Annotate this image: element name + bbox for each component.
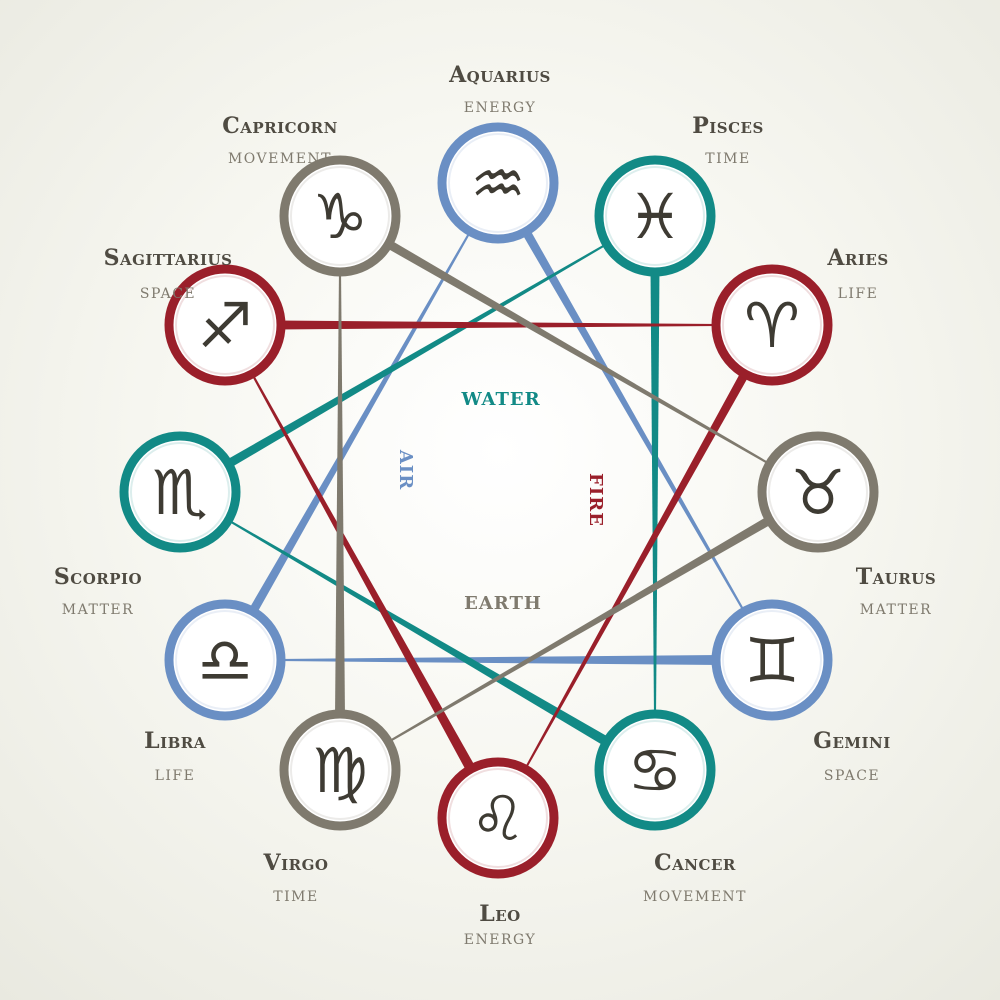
pisces-name: Pisces: [692, 113, 764, 139]
cancer-circle: [594, 709, 716, 831]
aquarius-circle: [437, 122, 559, 244]
leo-symbol-icon: ♌: [470, 782, 526, 855]
virgo-quality: TIME: [273, 889, 318, 905]
aquarius-symbol-icon: ♒: [470, 147, 526, 220]
taurus-symbol-icon: ♉: [790, 456, 846, 529]
capricorn-circle-inner-ring: [290, 166, 390, 266]
leo-name: Leo: [479, 901, 520, 927]
element-line-capricorn-taurus: [382, 238, 774, 467]
scorpio-circle-inner-ring: [130, 442, 230, 542]
libra-circle-inner-ring: [175, 610, 275, 710]
element-line-cancer-scorpio: [224, 517, 613, 748]
sagittarius-name: Sagittarius: [104, 245, 233, 271]
taurus-quality: MATTER: [860, 602, 932, 618]
taurus-circle-inner-ring: [768, 442, 868, 542]
virgo-circle-inner-ring: [290, 720, 390, 820]
element-line-leo-sagittarius: [249, 370, 478, 775]
virgo-name: Virgo: [263, 850, 329, 876]
sagittarius-circle: [164, 264, 286, 386]
element-label-fire: FIRE: [585, 473, 606, 527]
pisces-quality: TIME: [705, 151, 750, 167]
gemini-circle-inner-ring: [722, 610, 822, 710]
capricorn-circle: [279, 155, 401, 277]
cancer-symbol-icon: ♋: [627, 734, 683, 807]
capricorn-quality: MOVEMENT: [228, 151, 332, 167]
sagittarius-symbol-icon: ♐: [197, 289, 253, 362]
sign-labels: Aquarius ENERGY Pisces TIME Aries LIFE Taurus M…: [54, 62, 936, 948]
taurus-circle: [757, 431, 879, 553]
pisces-circle: [594, 155, 716, 277]
element-line-sagittarius-aries: [277, 320, 720, 330]
aries-name: Aries: [826, 245, 888, 271]
gemini-circle: [711, 599, 833, 721]
element-line-virgo-capricorn: [335, 268, 345, 718]
gemini-symbol-icon: ♊: [744, 624, 800, 697]
leo-circle: [437, 757, 559, 879]
element-label-water: WATER: [460, 389, 540, 410]
sagittarius-circle-inner-ring: [175, 275, 275, 375]
libra-circle: [164, 599, 286, 721]
capricorn-symbol-icon: ♑: [312, 180, 368, 253]
sign-circles: ♒ ♓ ♈ ♉ ♊ ♋ ♌ ♍ ♎ ♏ ♐ ♑: [119, 122, 879, 879]
scorpio-name: Scorpio: [54, 564, 142, 590]
cancer-quality: MOVEMENT: [643, 889, 747, 905]
element-labels: WATER EARTH AIR FIRE: [395, 389, 606, 614]
cancer-name: Cancer: [654, 850, 736, 876]
leo-circle-inner-ring: [448, 768, 548, 868]
capricorn-name: Capricorn: [222, 113, 338, 139]
pisces-symbol-icon: ♓: [627, 180, 683, 253]
element-line-taurus-virgo: [384, 514, 776, 745]
sagittarius-quality: SPACE: [140, 286, 196, 302]
virgo-circle: [279, 709, 401, 831]
element-line-gemini-libra: [277, 655, 720, 665]
gemini-quality: SPACE: [824, 768, 880, 784]
aquarius-name: Aquarius: [448, 62, 551, 88]
libra-quality: LIFE: [155, 768, 196, 784]
aries-circle: [711, 264, 833, 386]
aries-quality: LIFE: [838, 286, 879, 302]
element-line-scorpio-pisces: [222, 241, 611, 470]
element-line-libra-aquarius: [246, 227, 473, 618]
cancer-circle-inner-ring: [605, 720, 705, 820]
scorpio-quality: MATTER: [62, 602, 134, 618]
scorpio-symbol-icon: ♏: [152, 456, 208, 529]
aries-symbol-icon: ♈: [744, 289, 800, 362]
aries-circle-inner-ring: [722, 275, 822, 375]
element-line-pisces-cancer: [650, 268, 660, 718]
virgo-symbol-icon: ♍: [312, 734, 368, 807]
libra-name: Libra: [144, 728, 206, 754]
element-label-earth: EARTH: [464, 593, 542, 614]
libra-symbol-icon: ♎: [197, 624, 253, 697]
element-connection-lines: [222, 225, 776, 775]
leo-quality: ENERGY: [464, 932, 536, 948]
pisces-circle-inner-ring: [605, 166, 705, 266]
taurus-name: Taurus: [856, 564, 936, 590]
element-label-air: AIR: [395, 449, 416, 490]
gemini-name: Gemini: [813, 728, 891, 754]
aquarius-circle-inner-ring: [448, 133, 548, 233]
aquarius-quality: ENERGY: [464, 100, 536, 116]
element-line-aries-leo: [522, 368, 751, 773]
scorpio-circle: [119, 431, 241, 553]
